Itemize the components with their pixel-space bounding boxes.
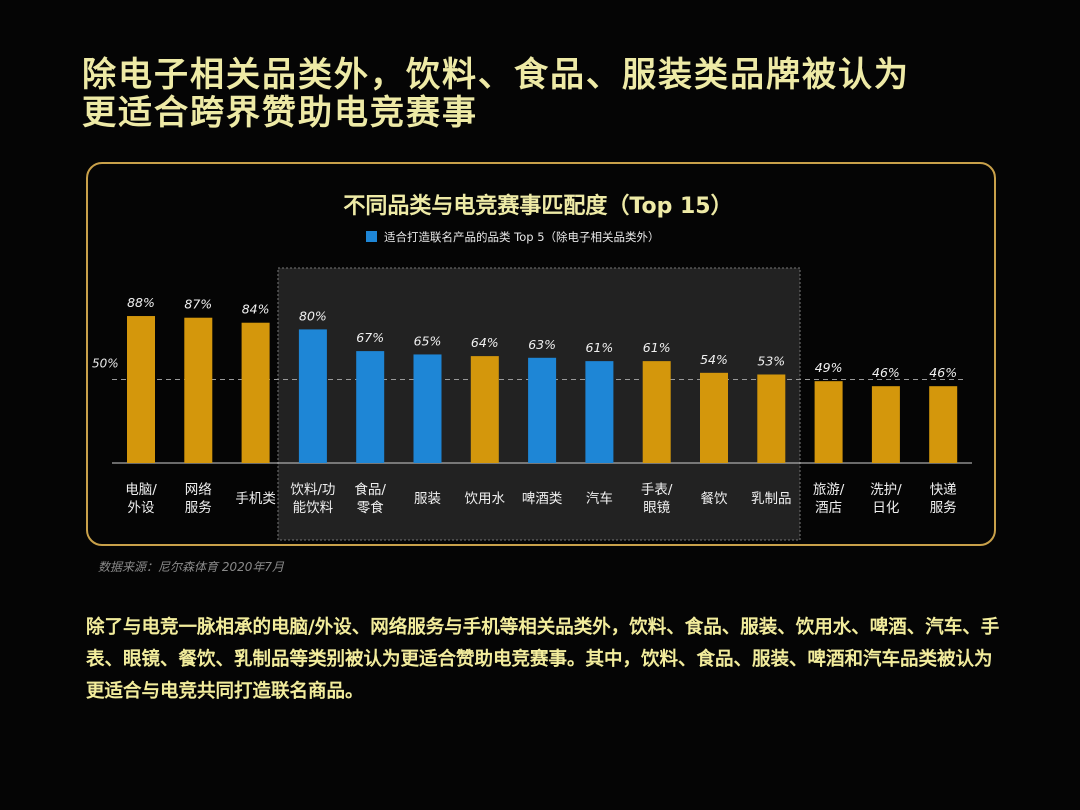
bar [298,329,327,463]
legend-label: 适合打造联名产品的品类 Top 5（除电子相关品类外） [384,230,660,244]
bar [929,386,958,463]
bar [585,361,614,463]
category-label: 快递服务 [930,482,957,516]
value-label: 53% [757,353,785,368]
bar [528,357,557,463]
value-label: 88% [127,295,155,310]
category-label: 手表/眼镜 [641,482,673,516]
value-label: 80% [299,308,327,323]
value-label: 64% [471,335,499,350]
category-label: 饮料/功能饮料 [290,482,335,516]
value-label: 65% [414,333,442,348]
bar [642,361,671,463]
title-line-1: 除电子相关品类外，饮料、食品、服装类品牌被认为 [82,55,910,95]
bar [356,351,385,463]
bar [127,316,155,463]
bar [814,381,843,463]
bar [757,374,786,463]
category-label: 洗护/日化 [870,482,902,516]
summary-paragraph: 除了与电竞一脉相承的电脑/外设、网络服务与手机等相关品类外，饮料、食品、服装、饮… [86,617,1000,702]
legend-swatch [366,231,377,242]
bar [413,354,442,463]
title-line-2: 更适合跨界赞助电竞赛事 [82,93,478,133]
chart-title: 不同品类与电竞赛事匹配度（Top 15） [343,193,732,219]
data-source: 数据来源：尼尔森体育 2020年7月 [98,560,284,574]
value-label: 87% [184,297,212,312]
reference-line-label: 50% [92,357,119,371]
value-label: 61% [586,340,614,355]
chart-panel [86,162,996,546]
category-label: 电脑/外设 [125,482,157,516]
value-label: 61% [643,340,671,355]
value-label: 46% [872,365,900,380]
category-label: 餐饮 [701,491,729,507]
category-label: 啤酒类 [522,491,563,507]
value-label: 49% [815,360,843,375]
bar [871,386,900,463]
category-label: 手机类 [235,491,276,507]
category-label: 汽车 [586,490,613,507]
bar [700,372,728,463]
value-label: 46% [929,365,957,380]
category-label: 饮用水 [465,491,506,507]
bar [241,322,270,463]
value-label: 67% [356,330,384,345]
page-title: 除电子相关品类外，饮料、食品、服装类品牌被认为 更适合跨界赞助电竞赛事 [82,56,910,132]
value-label: 54% [700,352,728,367]
category-label: 网络服务 [185,482,212,516]
value-label: 84% [242,302,270,317]
bar [470,356,499,463]
category-label: 服装 [414,491,441,507]
category-label: 乳制品 [751,491,792,507]
value-label: 63% [528,337,556,352]
category-label: 食品/零食 [354,481,386,516]
bar [184,317,213,463]
category-label: 旅游/酒店 [813,482,845,516]
